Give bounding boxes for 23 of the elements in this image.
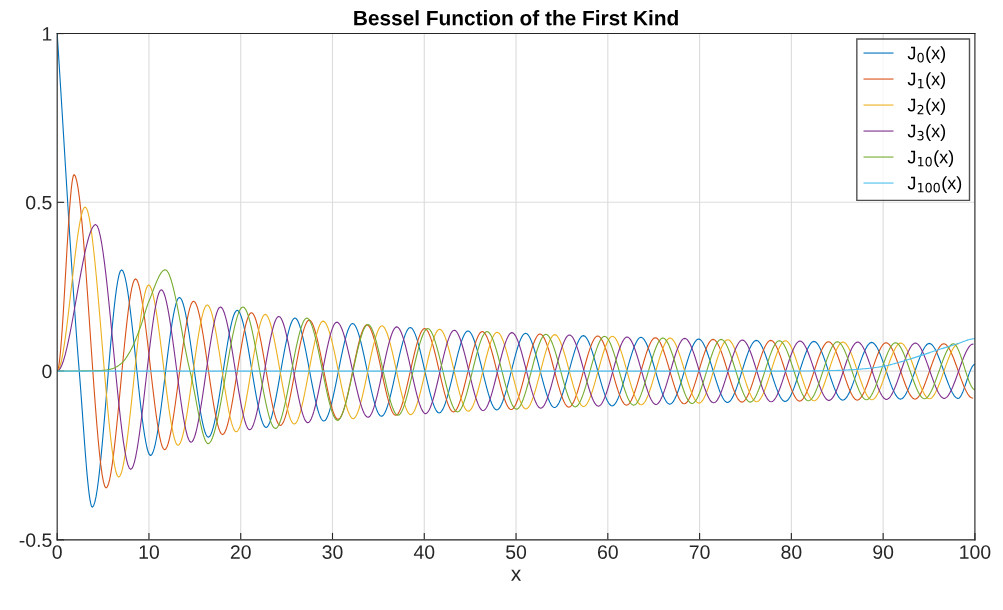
x-tick-label: 100 (960, 545, 991, 559)
y-tick-label: 0 (42, 364, 52, 379)
legend-label: J$_{10}$(x) (907, 150, 954, 168)
y-tick-label: 0.5 (26, 195, 52, 210)
x-tick-label: 20 (230, 545, 251, 559)
x-tick-label: 0 (52, 545, 62, 559)
x-tick-label: 40 (413, 545, 435, 559)
x-tick-label: 60 (597, 545, 618, 559)
legend-label: J$_{3}$(x) (907, 124, 946, 142)
legend-label: J$_{2}$(x) (907, 98, 946, 116)
x-tick-label: 90 (873, 545, 894, 559)
x-tick-label: 80 (781, 545, 802, 559)
legend-label: J$_{0}$(x) (907, 46, 946, 64)
x-axis-title: x (511, 569, 522, 581)
y-tick-label: -0.5 (19, 533, 52, 548)
legend-label: J$_{1}$(x) (907, 72, 946, 90)
chart-title: Bessel Function of the First Kind (354, 10, 678, 26)
y-tick-label: 1 (42, 27, 52, 41)
x-tick-label: 50 (506, 545, 527, 559)
x-tick-label: 10 (139, 545, 159, 559)
x-tick-label: 30 (322, 545, 343, 559)
x-tick-label: 70 (689, 545, 710, 559)
legend-label: J$_{100}$(x) (907, 176, 962, 194)
